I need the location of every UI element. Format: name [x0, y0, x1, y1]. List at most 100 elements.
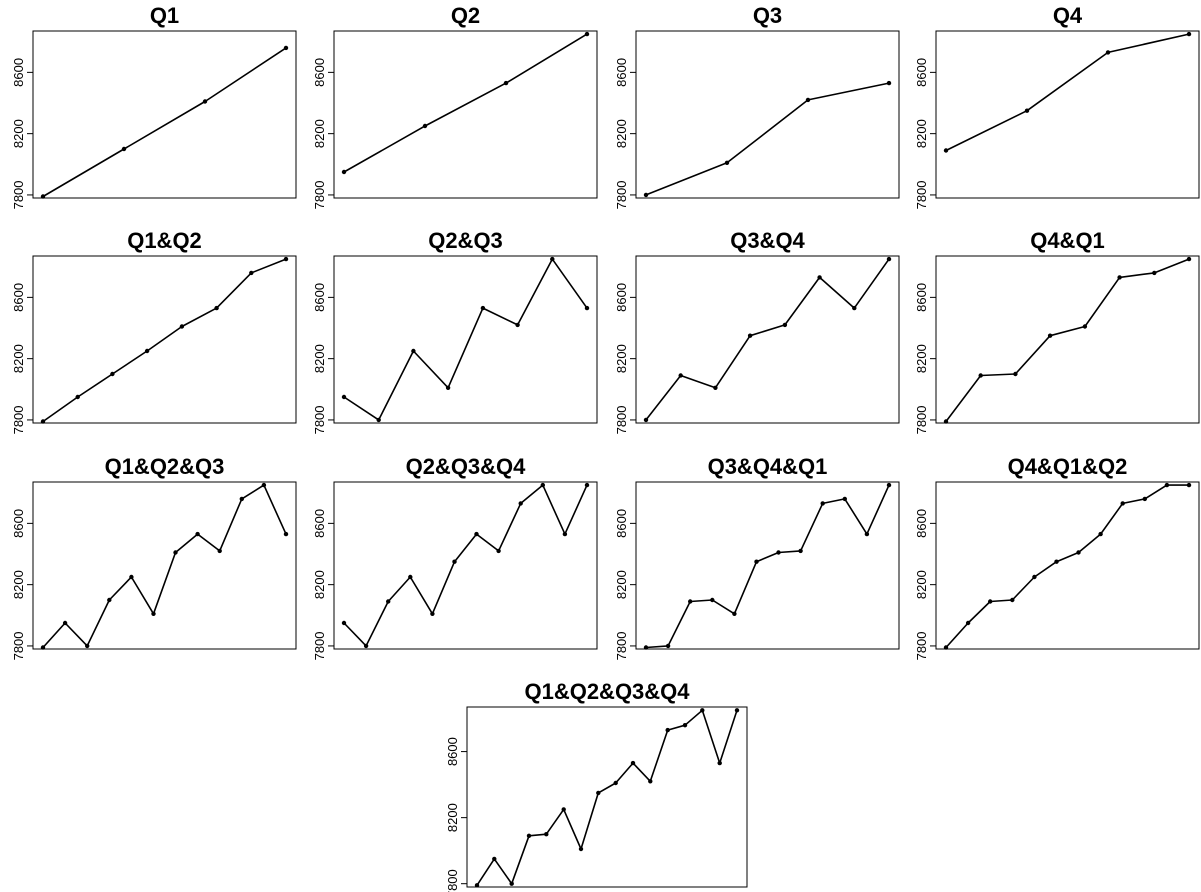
y-tick-label: 8600 [11, 509, 26, 538]
data-point [1152, 270, 1157, 276]
data-point [1082, 324, 1088, 329]
series-line [42, 484, 287, 649]
series-line [42, 47, 287, 198]
data-point [526, 833, 532, 838]
data-point [540, 482, 545, 488]
series-line [343, 484, 588, 647]
data-point [261, 482, 267, 488]
data-point [820, 501, 825, 506]
y-tick-label: 7800 [312, 631, 327, 660]
data-point [422, 123, 428, 129]
panel-title: Q2&Q3 [428, 228, 503, 253]
data-point [341, 394, 347, 400]
data-point [886, 482, 892, 488]
panel-11: Q3&Q4&Q1 7800 8200 8600 [614, 454, 900, 660]
y-tick-label: 8200 [312, 570, 327, 599]
y-tick-label: 8200 [11, 344, 26, 373]
data-point [943, 645, 949, 650]
data-point [1054, 559, 1059, 564]
data-point [732, 611, 737, 616]
data-point [151, 611, 156, 616]
data-point [110, 371, 115, 377]
data-point [776, 550, 781, 555]
y-tick-label: 8200 [614, 570, 629, 599]
data-point [121, 146, 127, 152]
series-line [343, 258, 588, 421]
y-tick-label: 8200 [614, 119, 629, 148]
y-tick-label: 8600 [614, 283, 629, 312]
data-point [643, 417, 649, 423]
data-point [817, 275, 822, 280]
y-tick-label: 8600 [445, 737, 460, 766]
plot-frame [32, 481, 297, 650]
data-point [700, 708, 705, 713]
y-tick-label: 8200 [914, 344, 929, 373]
panel-3: Q3 7800 8200 8600 [614, 3, 900, 209]
data-point [363, 643, 369, 649]
data-point [584, 31, 590, 37]
data-point [480, 305, 486, 311]
data-point [1117, 275, 1122, 280]
data-point [584, 305, 590, 311]
panel-title: Q3&Q4&Q1 [708, 454, 828, 479]
y-tick-label: 7800 [614, 180, 629, 209]
panel-6: Q2&Q3 7800 8200 8600 [312, 228, 598, 434]
data-point [474, 883, 480, 888]
y-tick-label: 7800 [914, 631, 929, 660]
y-tick-label: 7800 [914, 180, 929, 209]
data-point [864, 531, 870, 537]
data-point [1024, 108, 1030, 113]
data-point [129, 574, 134, 580]
plot-frame [635, 255, 900, 424]
plot-frame [466, 706, 748, 888]
data-point [408, 574, 413, 580]
y-tick-label: 7800 [11, 180, 26, 209]
data-point [943, 148, 949, 153]
series-line [945, 258, 1190, 422]
data-point [965, 620, 971, 626]
panel-title: Q2 [451, 3, 480, 28]
data-point [713, 385, 718, 390]
plot-frame [635, 30, 900, 199]
y-tick-label: 8600 [614, 509, 629, 538]
y-tick-label: 7800 [914, 405, 929, 434]
data-point [85, 643, 90, 649]
y-tick-label: 7800 [614, 405, 629, 434]
y-tick-label: 7800 [614, 631, 629, 660]
panel-title: Q3 [753, 3, 782, 28]
data-point [62, 620, 68, 626]
panel-title: Q1 [150, 3, 179, 28]
series-line [645, 258, 890, 421]
panel-title: Q4&Q1 [1030, 228, 1105, 253]
panel-13: Q1&Q2&Q3&Q4 7800 8200 8600 [445, 679, 748, 892]
y-tick-label: 8600 [914, 283, 929, 312]
series-line [645, 82, 890, 196]
data-point [798, 548, 803, 554]
data-point [1186, 256, 1192, 262]
data-point [452, 559, 457, 564]
data-point [283, 531, 289, 537]
panel-7: Q3&Q4 7800 8200 8600 [614, 228, 900, 434]
data-point [179, 324, 185, 329]
data-point [561, 807, 566, 812]
y-tick-label: 7800 [312, 405, 327, 434]
data-point [173, 550, 178, 555]
data-point [717, 760, 722, 766]
data-point [386, 599, 391, 604]
data-point [978, 373, 983, 378]
data-point [217, 548, 222, 554]
data-point [1105, 50, 1111, 55]
y-tick-label: 8200 [914, 119, 929, 148]
data-point [943, 419, 949, 424]
data-point [376, 417, 381, 423]
plot-frame [32, 255, 297, 424]
y-tick-label: 8600 [312, 509, 327, 538]
y-tick-label: 8600 [914, 509, 929, 538]
panel-title: Q1&Q2&Q3 [105, 454, 225, 479]
data-point [584, 482, 590, 488]
data-point [1186, 31, 1192, 37]
data-point [1142, 496, 1148, 502]
plot-frame [935, 481, 1200, 650]
data-point [544, 832, 549, 837]
data-point [1032, 574, 1037, 580]
